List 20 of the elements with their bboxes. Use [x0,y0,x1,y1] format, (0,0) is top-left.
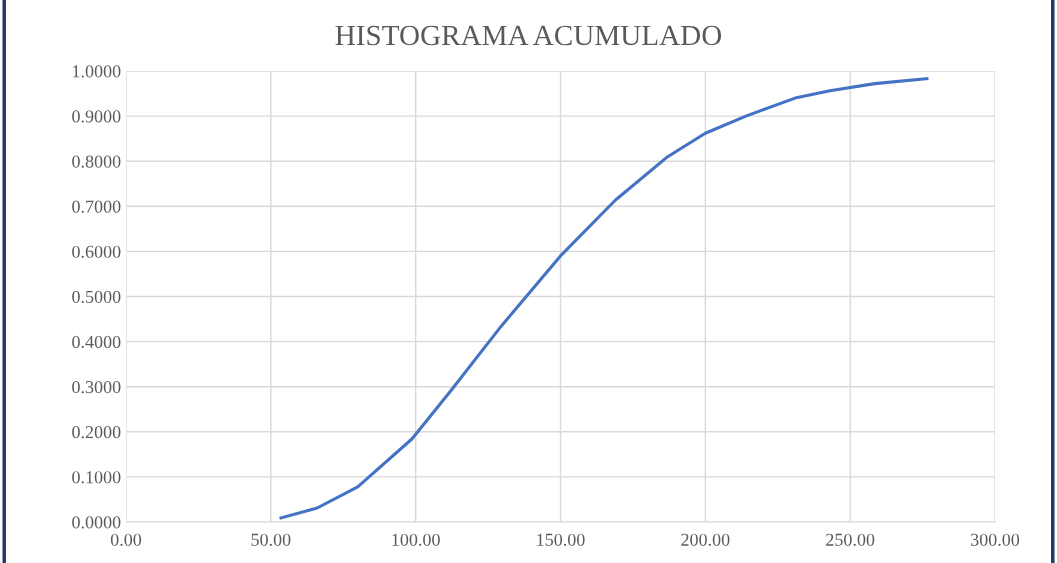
x-tick-label: 0.00 [110,533,142,546]
y-tick-label: 1.0000 [73,65,121,78]
y-tick-label: 0.9000 [72,110,121,123]
y-tick-label: 0.3000 [72,380,121,394]
x-tick-label: 150.00 [537,533,585,546]
x-tick-label: 300.00 [971,533,1020,546]
line-series [279,77,929,520]
y-tick-label: 0.5000 [72,290,121,304]
y-tick-label: 0.7000 [72,200,121,213]
x-tick-label: 200.00 [681,533,730,546]
y-tick-label: 0.8000 [72,155,121,168]
chart-title: HISTOGRAMA ACUMULADO [335,25,722,46]
x-tick-label: 50.00 [251,533,291,546]
y-tick-label: 0.0000 [72,516,121,529]
x-tick-label: 100.00 [392,533,440,546]
y-tick-label: 0.2000 [72,426,121,439]
x-tick-label: 250.00 [826,533,875,546]
y-tick-label: 0.6000 [72,245,121,258]
y-tick-label: 0.1000 [72,471,121,484]
y-tick-label: 0.4000 [72,335,121,349]
